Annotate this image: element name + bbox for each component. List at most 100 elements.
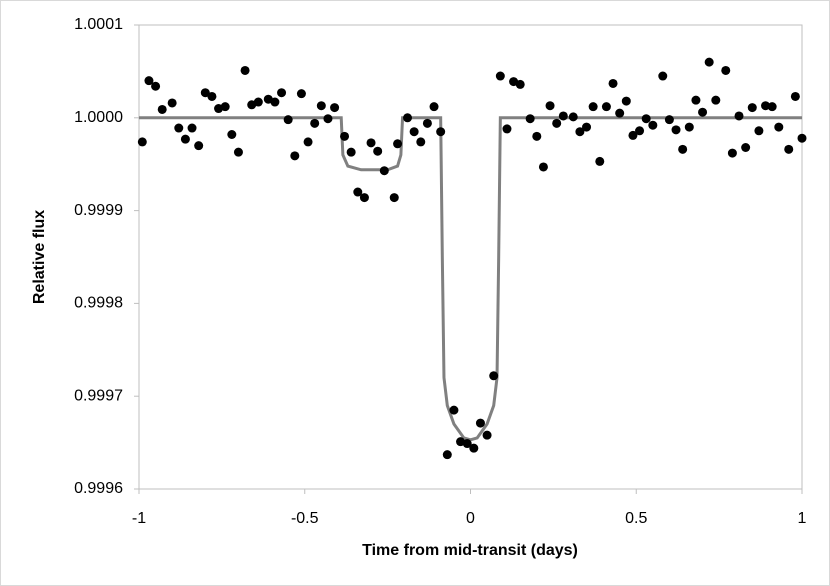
data-point — [621, 96, 631, 106]
data-point — [515, 79, 525, 89]
y-axis-title: Relative flux — [31, 210, 48, 304]
data-point — [747, 103, 757, 113]
data-point — [545, 101, 555, 111]
data-point — [393, 139, 403, 149]
y-tick-label: 0.9997 — [74, 387, 123, 404]
data-point — [442, 450, 452, 460]
y-tick-label: 1.0000 — [74, 109, 123, 126]
data-point — [330, 103, 340, 113]
data-point — [180, 134, 190, 144]
data-point — [429, 102, 439, 112]
data-point — [582, 122, 592, 132]
data-point — [575, 127, 585, 137]
data-point — [207, 91, 217, 101]
data-point — [538, 162, 548, 172]
data-point — [727, 148, 737, 158]
data-point — [475, 418, 485, 428]
x-tick-label: 1 — [798, 510, 807, 527]
data-point — [277, 88, 287, 98]
data-point — [721, 65, 731, 75]
data-point — [194, 141, 204, 151]
data-point — [174, 123, 184, 133]
data-point — [144, 76, 154, 86]
y-tick-label: 0.9996 — [74, 480, 123, 497]
data-point — [290, 151, 300, 161]
data-point — [303, 137, 313, 147]
data-point — [767, 102, 777, 112]
data-point — [416, 137, 426, 147]
data-point — [366, 138, 376, 148]
data-point — [227, 130, 237, 140]
data-point — [704, 57, 714, 67]
data-point — [389, 193, 399, 203]
data-point — [346, 147, 356, 157]
data-point — [403, 113, 413, 123]
data-point — [137, 137, 147, 147]
x-tick-label: -0.5 — [291, 510, 319, 527]
data-point — [482, 430, 492, 440]
data-point — [552, 118, 562, 128]
x-tick-label: -1 — [132, 510, 146, 527]
data-point — [761, 101, 771, 111]
data-point — [595, 156, 605, 166]
data-point — [684, 122, 694, 132]
data-point — [270, 97, 280, 107]
data-point — [734, 111, 744, 121]
data-point — [608, 78, 618, 88]
data-point — [340, 131, 350, 141]
data-point — [495, 71, 505, 81]
data-point — [664, 115, 674, 125]
data-point — [615, 108, 625, 118]
data-point — [525, 114, 535, 124]
y-tick-label: 1.0001 — [74, 16, 123, 33]
data-point — [658, 71, 668, 81]
data-point — [240, 65, 250, 75]
data-point — [233, 147, 243, 157]
data-point — [283, 115, 293, 125]
data-point — [220, 102, 230, 112]
y-tick-label: 0.9998 — [74, 295, 123, 312]
data-point — [379, 166, 389, 176]
data-point — [711, 95, 721, 105]
data-point — [436, 127, 446, 137]
data-point — [373, 146, 383, 156]
data-point — [790, 91, 800, 101]
data-point — [568, 112, 578, 122]
data-point — [678, 144, 688, 154]
x-tick-label: 0 — [466, 510, 475, 527]
data-point — [601, 102, 611, 112]
data-point — [469, 443, 479, 453]
data-point — [187, 123, 197, 133]
data-point — [449, 405, 459, 415]
data-point — [422, 118, 432, 128]
data-point — [698, 107, 708, 117]
data-point — [558, 111, 568, 121]
data-point — [784, 144, 794, 154]
data-point — [462, 439, 472, 449]
data-point — [691, 95, 701, 105]
data-point — [532, 131, 542, 141]
data-point — [588, 102, 598, 112]
data-point — [489, 371, 499, 381]
data-point — [310, 118, 320, 128]
data-point — [296, 89, 306, 99]
data-point — [635, 126, 645, 136]
data-point — [502, 124, 512, 134]
data-point — [167, 98, 177, 108]
x-tick-label: 0.5 — [625, 510, 647, 527]
x-axis-title: Time from mid-transit (days) — [362, 542, 578, 559]
model-line — [139, 116, 802, 442]
data-point — [641, 114, 651, 124]
data-point — [323, 114, 333, 124]
data-point — [409, 127, 419, 137]
data-point — [253, 97, 263, 107]
data-point — [200, 88, 210, 98]
data-point — [353, 187, 363, 197]
data-point — [797, 133, 807, 143]
data-point — [671, 125, 681, 135]
data-point — [648, 120, 658, 130]
data-point — [774, 122, 784, 132]
data-point — [157, 104, 167, 114]
